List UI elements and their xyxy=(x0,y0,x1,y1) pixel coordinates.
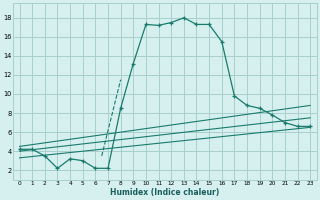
X-axis label: Humidex (Indice chaleur): Humidex (Indice chaleur) xyxy=(110,188,220,197)
